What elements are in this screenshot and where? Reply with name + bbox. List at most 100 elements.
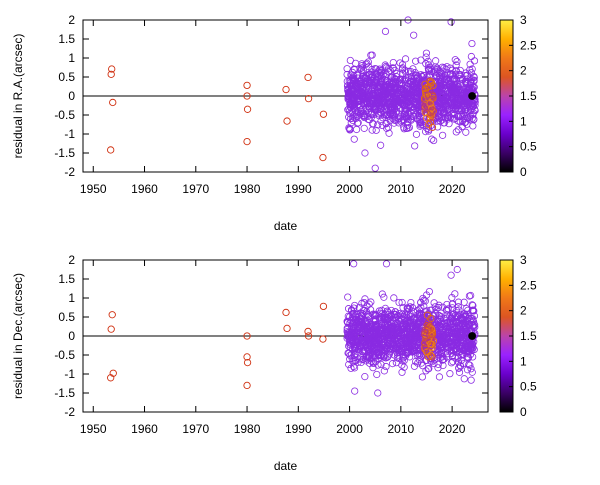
data-point (389, 326, 397, 334)
data-point (350, 74, 358, 82)
x-tick-label: 1970 (182, 422, 209, 436)
data-point (345, 113, 353, 121)
data-point (421, 313, 429, 321)
data-point (461, 342, 469, 350)
data-point (382, 362, 390, 371)
data-point (363, 59, 371, 67)
y-tick-label: 0.5 (58, 310, 75, 324)
data-point (243, 353, 251, 361)
data-point (442, 306, 450, 314)
data-point (358, 88, 366, 96)
data-point (437, 77, 445, 85)
data-point (375, 340, 383, 348)
data-point (384, 89, 392, 97)
x-tick-label: 2020 (439, 182, 466, 196)
data-point (364, 331, 372, 339)
data-point (434, 360, 442, 368)
data-point (374, 361, 382, 369)
data-point (394, 316, 402, 324)
data-point (377, 141, 385, 149)
data-point (413, 93, 421, 102)
data-point (428, 106, 436, 114)
data-point (352, 80, 360, 88)
data-point (443, 300, 451, 309)
data-point (468, 65, 476, 73)
data-point (381, 105, 389, 113)
colorbar-tick-label: 2 (520, 304, 527, 318)
data-point (358, 331, 366, 339)
data-point (352, 357, 360, 365)
data-point (304, 332, 313, 340)
data-point (377, 360, 385, 369)
data-point (108, 65, 116, 73)
data-point (417, 121, 425, 129)
y-tick-label: -1.5 (54, 386, 75, 400)
data-point (433, 86, 441, 94)
data-point (452, 70, 460, 78)
data-point (468, 114, 476, 123)
data-point (414, 337, 422, 345)
data-point (469, 110, 477, 119)
data-point (451, 311, 460, 320)
data-point (451, 290, 459, 298)
data-point (398, 61, 407, 69)
data-point (418, 373, 427, 381)
x-tick-label: 1960 (131, 182, 158, 196)
data-point (458, 89, 466, 97)
data-point (467, 376, 475, 384)
data-point (424, 83, 432, 91)
y-axis-label: residual in Dec.(arcsec) (11, 273, 25, 399)
data-point (367, 79, 375, 87)
data-point (361, 73, 369, 81)
x-tick-label: 1970 (182, 182, 209, 196)
data-point (413, 80, 421, 88)
y-tick-label: -2 (64, 165, 75, 179)
data-point (456, 337, 464, 345)
data-point (377, 72, 385, 80)
data-point (383, 77, 392, 85)
data-point (383, 92, 391, 101)
data-point (421, 297, 429, 305)
data-point (399, 70, 407, 78)
data-point (443, 353, 451, 361)
data-point (408, 348, 416, 356)
data-point (363, 112, 372, 120)
data-point (352, 125, 361, 134)
data-point (108, 311, 116, 319)
data-point (345, 89, 353, 97)
x-tick-label: 1980 (234, 182, 261, 196)
data-point (371, 333, 379, 341)
colorbar-tick-label: 0.5 (520, 380, 537, 394)
data-point (462, 128, 470, 136)
data-point (398, 368, 406, 376)
data-point (424, 365, 432, 373)
x-tick-label: 2000 (336, 182, 363, 196)
data-point (354, 345, 363, 354)
colorbar-tick-label: 1 (520, 114, 527, 128)
data-point (432, 57, 440, 65)
data-point (382, 119, 390, 127)
data-point (397, 118, 405, 126)
data-point (391, 324, 399, 332)
data-point (346, 125, 354, 133)
data-point (368, 51, 376, 59)
data-point (443, 70, 451, 78)
data-point (363, 330, 372, 338)
data-point (374, 389, 382, 397)
data-point (425, 326, 433, 334)
data-point (346, 100, 354, 108)
y-axis-label: residual in R.A.(arcsec) (11, 34, 25, 159)
data-point (441, 114, 450, 122)
data-point (422, 49, 431, 57)
data-point (406, 67, 415, 75)
data-point (370, 110, 378, 119)
data-point (412, 57, 420, 65)
hot-spot (420, 77, 437, 132)
data-point (348, 314, 356, 322)
data-point (350, 304, 358, 312)
data-point (243, 92, 251, 100)
data-point (400, 363, 408, 371)
data-point (343, 334, 351, 342)
data-point (451, 323, 459, 331)
data-point (412, 357, 420, 366)
